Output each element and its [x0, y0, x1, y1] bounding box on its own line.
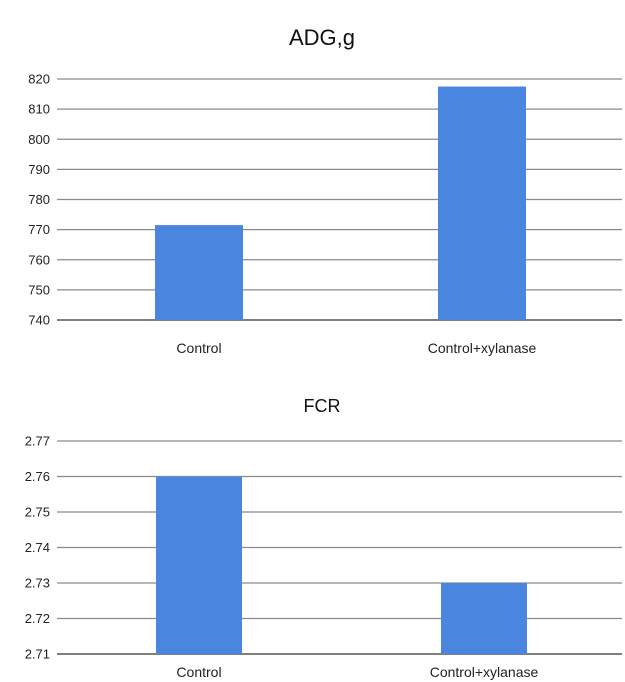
fcr-chart: 2.71 2.72 2.73 2.74 2.75 2.76 2.77 Control Contr… — [25, 434, 622, 680]
fcr-y-tick-label: 2.75 — [25, 505, 50, 520]
fcr-y-tick-label: 2.73 — [25, 576, 50, 591]
fcr-y-tick-label: 2.74 — [25, 540, 50, 555]
fcr-chart-title: FCR — [304, 396, 341, 416]
fcr-bar — [156, 476, 242, 654]
adg-chart: 740 750 760 770 780 790 800 810 820 Control Contro… — [28, 72, 622, 356]
adg-y-tick-label: 820 — [28, 72, 50, 87]
adg-y-tick-label: 750 — [28, 282, 50, 297]
adg-category-label: Control — [176, 340, 221, 356]
adg-y-tick-label: 810 — [28, 102, 50, 117]
adg-y-tick-label: 790 — [28, 162, 50, 177]
adg-category-label: Control+xylanase — [428, 340, 537, 356]
adg-bar — [438, 86, 526, 320]
adg-y-tick-label: 760 — [28, 252, 50, 267]
adg-y-tick-label: 800 — [28, 132, 50, 147]
fcr-category-label: Control — [176, 664, 221, 680]
fcr-y-tick-label: 2.71 — [25, 647, 50, 662]
fcr-bar — [441, 583, 527, 654]
fcr-y-tick-label: 2.77 — [25, 434, 50, 449]
adg-y-tick-label: 780 — [28, 192, 50, 207]
adg-chart-title: ADG,g — [289, 25, 355, 50]
fcr-y-tick-label: 2.76 — [25, 469, 50, 484]
adg-y-tick-label: 740 — [28, 313, 50, 328]
adg-bar — [155, 225, 243, 320]
fcr-y-tick-label: 2.72 — [25, 611, 50, 626]
adg-y-tick-label: 770 — [28, 222, 50, 237]
fcr-category-label: Control+xylanase — [430, 664, 539, 680]
